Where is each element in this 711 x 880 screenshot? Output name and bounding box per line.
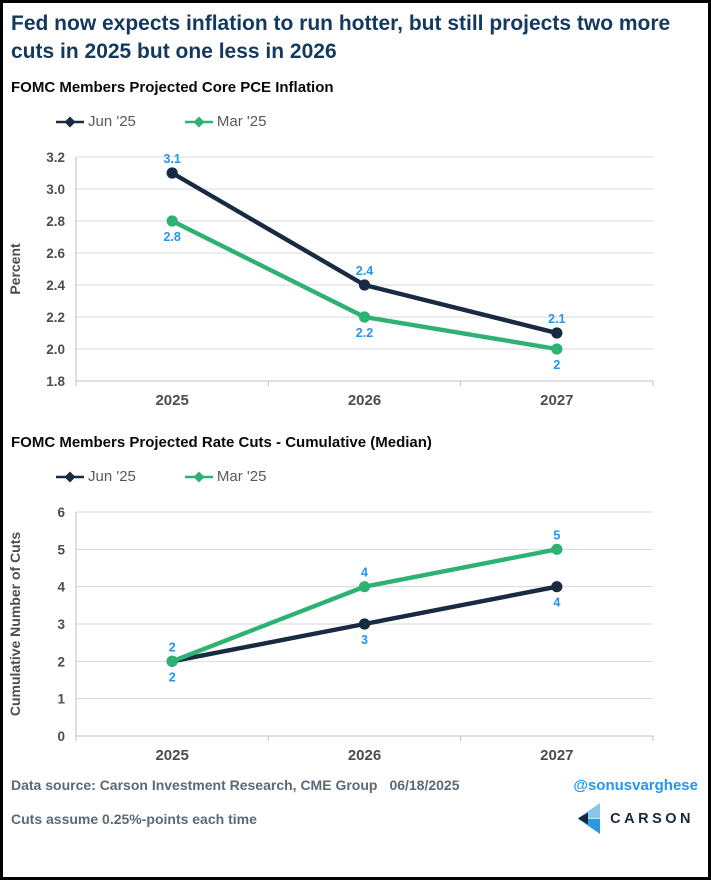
chart-section-rate-cuts: FOMC Members Projected Rate Cuts - Cumul… [3, 434, 708, 775]
chart1-legend: Jun '25 Mar '25 [55, 113, 708, 130]
social-handle: @sonusvarghese [573, 777, 698, 795]
date-label: 06/18/2025 [389, 777, 460, 794]
svg-text:2025: 2025 [155, 747, 188, 764]
footnote-text: Cuts assume 0.25%-points each time [11, 810, 257, 827]
svg-text:2: 2 [169, 641, 176, 655]
svg-text:2.4: 2.4 [46, 278, 65, 293]
chart2-title: FOMC Members Projected Rate Cuts - Cumul… [11, 434, 432, 452]
svg-text:3.0: 3.0 [46, 182, 65, 197]
svg-text:2: 2 [57, 655, 65, 670]
svg-text:3: 3 [361, 633, 368, 647]
carson-logo: CARSON [574, 803, 694, 835]
svg-text:1.8: 1.8 [46, 374, 65, 389]
legend-item-mar25: Mar '25 [184, 468, 267, 486]
svg-text:4: 4 [553, 596, 560, 610]
carson-logo-text: CARSON [610, 810, 694, 827]
svg-text:5: 5 [553, 529, 560, 543]
svg-text:3.2: 3.2 [46, 150, 65, 165]
svg-text:2027: 2027 [540, 392, 573, 409]
svg-text:2027: 2027 [540, 747, 573, 764]
rate-cuts-line-chart: 6 5 4 3 2 1 0 2025 2026 2027 Cumulative Number of … [7, 505, 654, 764]
svg-text:2.0: 2.0 [46, 342, 65, 357]
chart2-legend: Jun '25 Mar '25 [55, 468, 708, 485]
inflation-line-chart: 3.2 3.0 2.8 2.6 2.4 2.2 2.0 1.8 2025 2026 2027 Perc… [7, 150, 654, 409]
svg-text:6: 6 [57, 505, 65, 520]
svg-text:3.1: 3.1 [163, 152, 180, 166]
legend-item-jun25: Jun '25 [55, 468, 136, 485]
legend-label: Mar '25 [216, 468, 267, 486]
svg-text:2.2: 2.2 [356, 326, 373, 340]
svg-text:2025: 2025 [155, 392, 188, 409]
svg-text:1: 1 [57, 692, 65, 707]
legend-label: Jun '25 [88, 113, 136, 131]
legend-item-mar25: Mar '25 [184, 113, 267, 131]
svg-text:2: 2 [553, 358, 560, 372]
line-diamond-marker-icon [56, 116, 84, 128]
svg-text:2026: 2026 [348, 747, 381, 764]
carson-logo-icon [578, 803, 601, 835]
footer: Data source: Carson Investment Research,… [11, 777, 698, 835]
svg-text:2: 2 [169, 671, 176, 685]
svg-text:3: 3 [57, 617, 65, 632]
svg-text:2.2: 2.2 [46, 310, 65, 325]
svg-text:0: 0 [57, 729, 65, 744]
svg-text:4: 4 [361, 566, 368, 580]
svg-text:Percent: Percent [7, 243, 23, 295]
chart1-title: FOMC Members Projected Core PCE Inflatio… [11, 79, 334, 97]
data-source-label: Data source: Carson Investment Research,… [11, 777, 378, 794]
legend-label: Jun '25 [88, 468, 136, 486]
line-diamond-marker-icon [56, 471, 84, 483]
svg-text:5: 5 [57, 543, 65, 558]
svg-text:2.6: 2.6 [46, 246, 65, 261]
svg-text:2026: 2026 [348, 392, 381, 409]
svg-text:2.8: 2.8 [46, 214, 65, 229]
svg-text:2.4: 2.4 [356, 264, 373, 278]
svg-text:4: 4 [57, 580, 65, 595]
line-diamond-marker-icon [184, 116, 213, 128]
svg-text:Cumulative Number of Cuts: Cumulative Number of Cuts [7, 532, 23, 717]
chart-section-inflation: FOMC Members Projected Core PCE Inflatio… [3, 79, 708, 420]
svg-text:2.8: 2.8 [163, 230, 180, 244]
svg-text:2.1: 2.1 [548, 312, 565, 326]
page-title: Fed now expects inflation to run hotter,… [11, 12, 671, 63]
legend-label: Mar '25 [216, 113, 267, 131]
legend-item-jun25: Jun '25 [55, 113, 136, 130]
data-source-text: Data source: Carson Investment Research,… [11, 777, 460, 793]
line-diamond-marker-icon [184, 471, 213, 483]
